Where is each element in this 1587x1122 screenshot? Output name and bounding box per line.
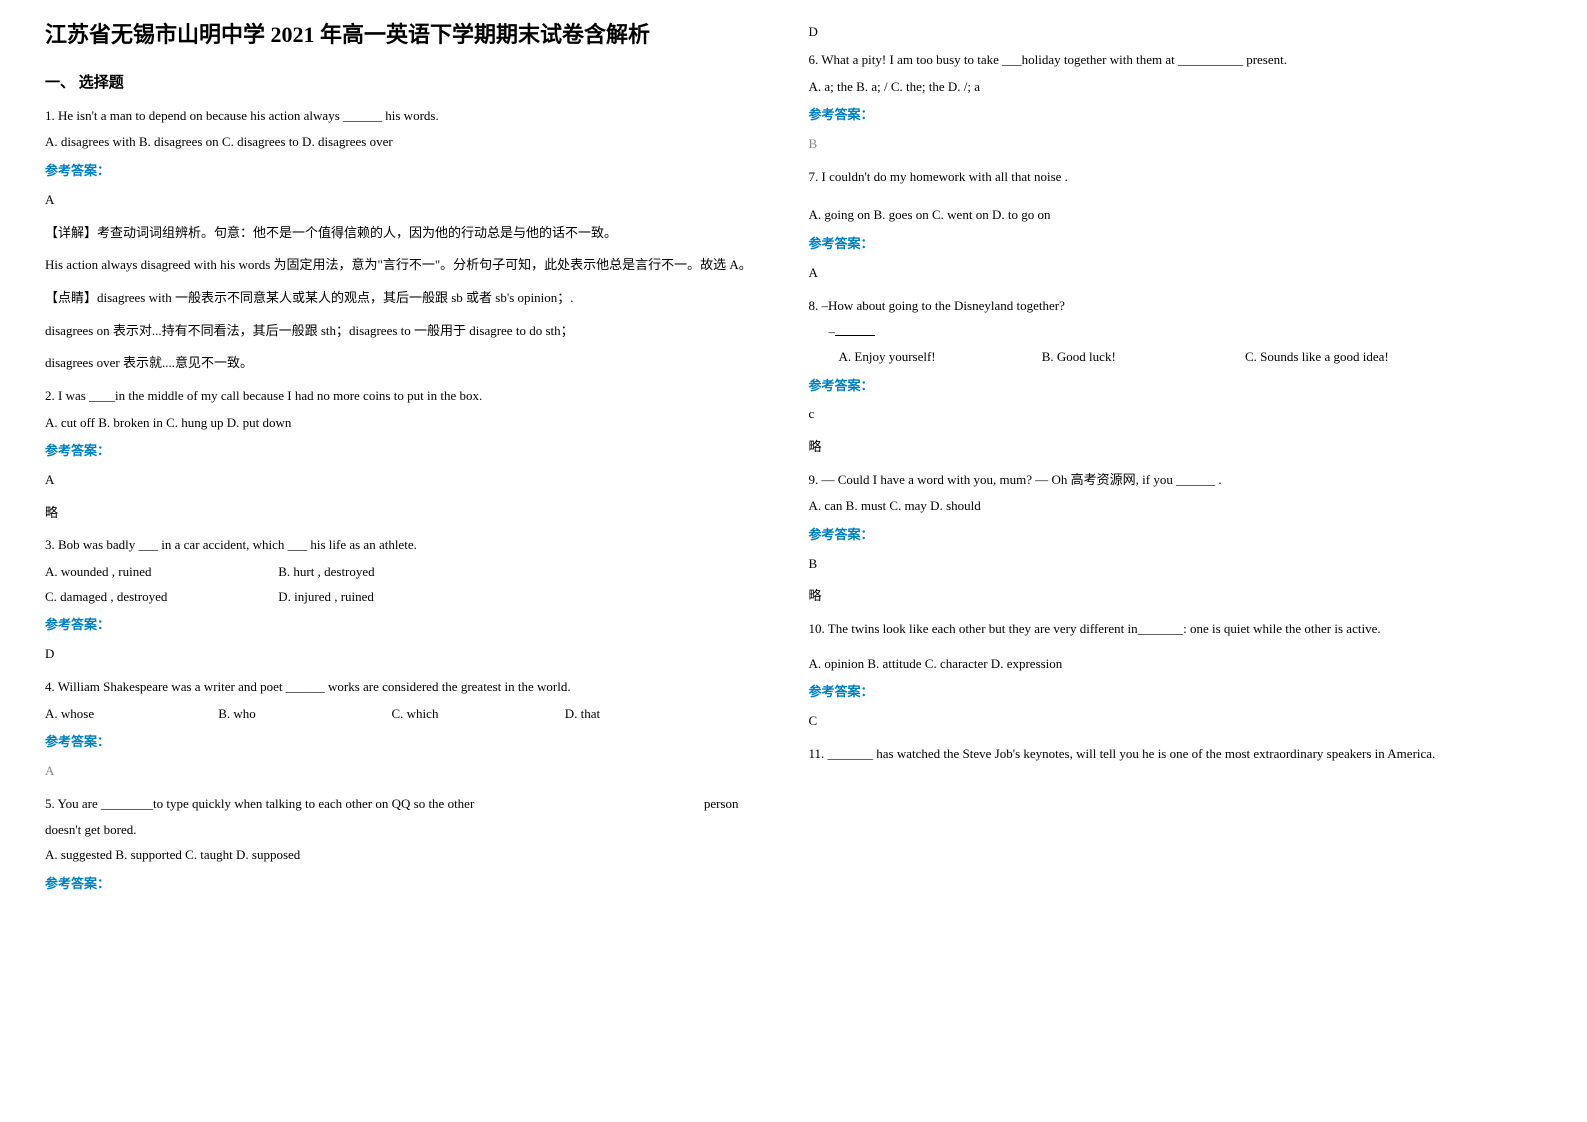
question-2: 2. I was ____in the middle of my call be… [45,384,779,525]
q11-text: 11. _______ has watched the Steve Job's … [809,742,1543,767]
q2-answer-label: 参考答案： [45,439,779,464]
q3-optA: A. wounded , ruined [45,560,245,585]
q7-answer: A [809,261,1543,286]
q9-note: 略 [809,584,1543,609]
q1-exp5: disagrees over 表示就....意见不一致。 [45,351,779,376]
q10-text: 10. The twins look like each other but t… [809,617,1543,642]
q4-optC: C. which [392,702,532,727]
q9-options: A. can B. must C. may D. should [809,494,1543,519]
q7-options: A. going on B. goes on C. went on D. to … [809,203,1543,228]
q2-note: 略 [45,501,779,526]
q5-answer-label: 参考答案： [45,872,779,897]
q7-answer-label: 参考答案： [809,232,1543,257]
q1-exp4: disagrees on 表示对...持有不同看法，其后一般跟 sth；disa… [45,319,779,344]
document-title: 江苏省无锡市山明中学 2021 年高一英语下学期期末试卷含解析 [45,20,779,51]
question-11: 11. _______ has watched the Steve Job's … [809,742,1543,767]
q2-text: 2. I was ____in the middle of my call be… [45,384,779,409]
spacer [809,191,1543,203]
q2-options: A. cut off B. broken in C. hung up D. pu… [45,411,779,436]
q9-answer-label: 参考答案： [809,523,1543,548]
q10-answer: C [809,709,1543,734]
q8-answer: c [809,402,1543,427]
q6-answer-label: 参考答案： [809,103,1543,128]
q5-text2: doesn't get bored. [45,818,779,843]
right-column: D 6. What a pity! I am too busy to take … [794,20,1558,1102]
q4-text: 4. William Shakespeare was a writer and … [45,675,779,700]
q5-options: A. suggested B. supported C. taught D. s… [45,843,779,868]
q3-optD: D. injured , ruined [278,585,374,610]
q4-options: A. whose B. who C. which D. that [45,702,779,727]
q3-optC: C. damaged , destroyed [45,585,245,610]
q9-answer: B [809,552,1543,577]
page-container: 江苏省无锡市山明中学 2021 年高一英语下学期期末试卷含解析 一、 选择题 1… [0,0,1587,1122]
question-10: 10. The twins look like each other but t… [809,617,1543,734]
q5-text: 5. You are ________to type quickly when … [45,792,779,817]
blank [835,322,875,336]
q4-optA: A. whose [45,702,185,727]
section-header: 一、 选择题 [45,71,779,92]
q7-text: 7. I couldn't do my homework with all th… [809,165,1543,190]
q3-options-row2: C. damaged , destroyed D. injured , ruin… [45,585,779,610]
q1-exp3: 【点睛】disagrees with 一般表示不同意某人或某人的观点，其后一般跟… [45,286,779,311]
q8-dash: – [829,320,1543,345]
spacer [809,644,1543,652]
q6-options: A. a; the B. a; / C. the; the D. /; a [809,75,1543,100]
q1-text: 1. He isn't a man to depend on because h… [45,104,779,129]
q4-optD: D. that [565,702,600,727]
q8-optB: B. Good luck! [1042,345,1242,370]
q1-exp1: 【详解】考查动词词组辨析。句意：他不是一个值得信赖的人，因为他的行动总是与他的话… [45,221,779,246]
q10-options: A. opinion B. attitude C. character D. e… [809,652,1543,677]
q8-answer-label: 参考答案： [809,374,1543,399]
question-5: 5. You are ________to type quickly when … [45,792,779,897]
q8-optA: A. Enjoy yourself! [839,345,1039,370]
question-3: 3. Bob was badly ___ in a car accident, … [45,533,779,666]
q8-note: 略 [809,435,1543,460]
q8-optC: C. Sounds like a good idea! [1245,349,1389,364]
q3-options-row1: A. wounded , ruined B. hurt , destroyed [45,560,779,585]
q3-answer: D [45,642,779,667]
question-1: 1. He isn't a man to depend on because h… [45,104,779,376]
question-4: 4. William Shakespeare was a writer and … [45,675,779,784]
q5-answer: D [809,24,1543,40]
q1-exp2: His action always disagreed with his wor… [45,253,779,278]
q1-answer: A [45,188,779,213]
q8-text: 8. –How about going to the Disneyland to… [809,294,1543,319]
q9-text: 9. — Could I have a word with you, mum? … [809,468,1543,493]
q5-text2a: person [704,792,739,817]
q3-optB: B. hurt , destroyed [278,560,374,585]
q4-answer-label: 参考答案： [45,730,779,755]
q1-answer-label: 参考答案： [45,159,779,184]
q6-answer: B [809,132,1543,157]
q1-options: A. disagrees with B. disagrees on C. dis… [45,130,779,155]
q3-text: 3. Bob was badly ___ in a car accident, … [45,533,779,558]
left-column: 江苏省无锡市山明中学 2021 年高一英语下学期期末试卷含解析 一、 选择题 1… [30,20,794,1102]
q6-text: 6. What a pity! I am too busy to take __… [809,48,1543,73]
q4-optB: B. who [218,702,358,727]
q5-text1: 5. You are ________to type quickly when … [45,796,474,811]
question-8: 8. –How about going to the Disneyland to… [809,294,1543,460]
question-9: 9. — Could I have a word with you, mum? … [809,468,1543,609]
question-7: 7. I couldn't do my homework with all th… [809,165,1543,286]
q4-answer: A [45,759,779,784]
q10-answer-label: 参考答案： [809,680,1543,705]
q3-answer-label: 参考答案： [45,613,779,638]
q8-options: A. Enjoy yourself! B. Good luck! C. Soun… [839,345,1543,370]
q2-answer: A [45,468,779,493]
question-6: 6. What a pity! I am too busy to take __… [809,48,1543,157]
